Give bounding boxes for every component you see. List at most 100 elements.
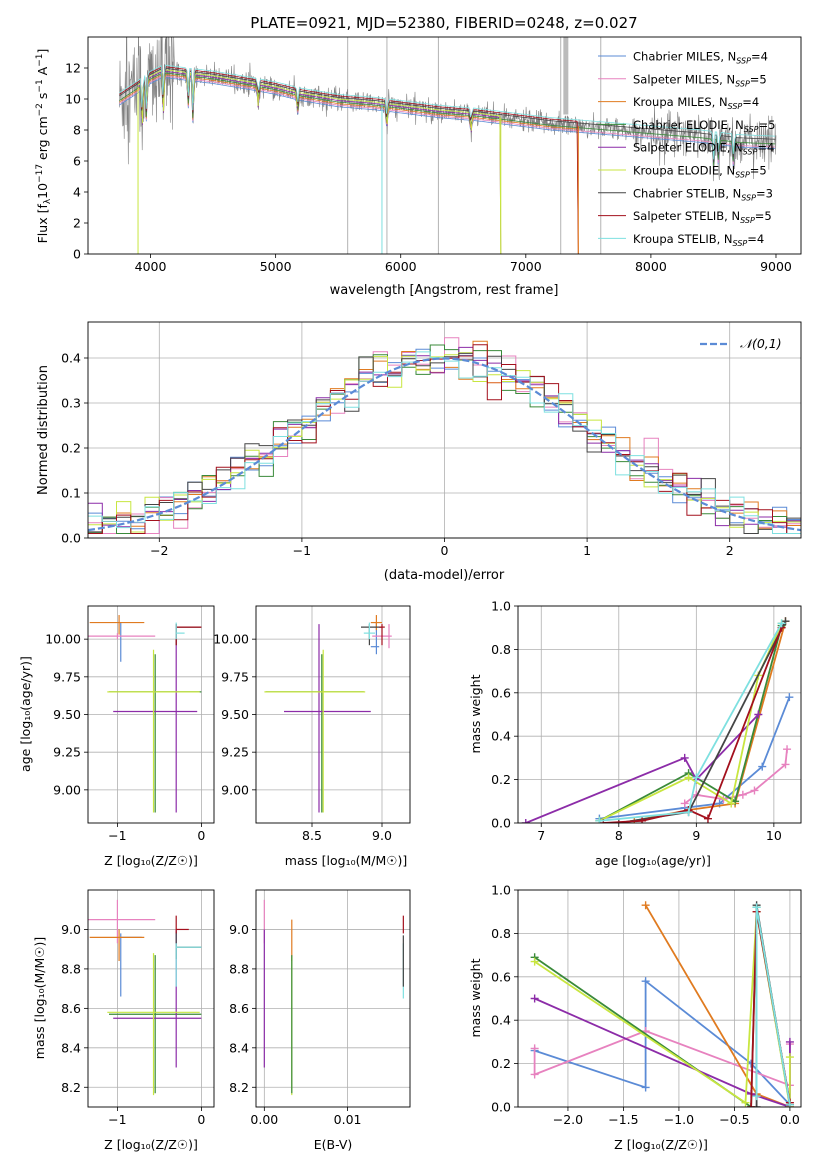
errorbar-point bbox=[89, 615, 145, 635]
errorbar-point bbox=[88, 899, 156, 944]
y-tick-label: 0.4 bbox=[61, 351, 81, 366]
errorbar-point bbox=[361, 624, 382, 646]
series-marker bbox=[680, 799, 689, 808]
y-tick-label: 8.4 bbox=[61, 1040, 81, 1055]
x-axis-label: mass [log₁₀(M/M☉)] bbox=[285, 853, 407, 868]
x-tick-label: 0.01 bbox=[334, 1112, 362, 1127]
x-tick-label: −1 bbox=[108, 1112, 126, 1127]
x-tick-label: −1.0 bbox=[664, 1112, 694, 1127]
series-marker bbox=[614, 819, 623, 823]
errorbar-point bbox=[175, 622, 185, 640]
line-series bbox=[752, 903, 794, 1107]
errorbar-point bbox=[88, 633, 156, 640]
y-tick-label: 0.0 bbox=[61, 531, 81, 546]
plot-area bbox=[530, 901, 794, 1107]
x-tick-label: 7000 bbox=[510, 259, 542, 274]
x-tick-label: 8 bbox=[615, 828, 623, 843]
series-marker bbox=[638, 816, 647, 823]
line-series bbox=[595, 693, 794, 823]
masked-region bbox=[563, 37, 569, 115]
y-tick-label: 8.6 bbox=[229, 1001, 249, 1016]
series-marker bbox=[752, 1103, 761, 1107]
errorbar-point bbox=[370, 615, 382, 631]
errorbar-point bbox=[265, 654, 364, 813]
y-tick-label: 0.2 bbox=[61, 441, 81, 456]
x-tick-label: 0.0 bbox=[780, 1112, 800, 1127]
errorbar-point bbox=[363, 622, 375, 640]
x-axis-label: Z [log₁₀(Z/Z☉)] bbox=[614, 1137, 708, 1152]
axes-frame bbox=[87, 605, 215, 824]
series-marker bbox=[752, 1092, 761, 1101]
y-axis-label: Normed distribution bbox=[36, 365, 51, 495]
histogram-series bbox=[88, 344, 801, 534]
legend-entry: Salpeter ELODIE, NSSP=4 bbox=[633, 141, 774, 157]
chart-4: 7 8 9 10 0.0 0.2 0.4 0.6 0.8 1.0 age [log₁₀(age/yr… bbox=[468, 599, 802, 868]
model-spectrum bbox=[119, 67, 776, 163]
y-tick-label: 10 bbox=[65, 92, 81, 107]
y-tick-label: 10.00 bbox=[45, 632, 81, 647]
y-tick-label: 0.8 bbox=[491, 642, 511, 657]
y-axis-label: mass weight bbox=[468, 958, 483, 1037]
errorbar-point bbox=[379, 624, 385, 646]
series-marker bbox=[680, 753, 689, 762]
y-tick-label: 0.8 bbox=[491, 926, 511, 941]
x-axis-label: E(B-V) bbox=[314, 1137, 353, 1152]
errorbar-point bbox=[175, 624, 202, 646]
plot-area bbox=[88, 615, 202, 813]
series-marker bbox=[530, 957, 539, 966]
x-tick-label: 0 bbox=[441, 543, 449, 558]
series-marker bbox=[684, 773, 693, 782]
series-marker bbox=[641, 977, 650, 986]
errorbar-point bbox=[113, 929, 202, 1068]
y-tick-label: 8.8 bbox=[229, 961, 249, 976]
y-tick-label: 8 bbox=[73, 123, 81, 138]
errorbar-point bbox=[284, 624, 371, 813]
plot-area bbox=[88, 337, 801, 534]
x-tick-label: 2 bbox=[726, 543, 734, 558]
y-tick-label: 9.25 bbox=[221, 745, 249, 760]
y-tick-label: 9.0 bbox=[61, 922, 81, 937]
y-tick-label: 0.3 bbox=[61, 396, 81, 411]
y-tick-label: 0.1 bbox=[61, 486, 81, 501]
x-tick-label: −1 bbox=[293, 543, 311, 558]
series-marker bbox=[750, 786, 759, 795]
x-tick-label: 9000 bbox=[760, 259, 792, 274]
series-marker bbox=[785, 693, 794, 702]
series-line bbox=[525, 713, 760, 823]
model-spectrum bbox=[119, 74, 579, 254]
model-spectrum bbox=[119, 72, 776, 168]
legend-entry: 𝒩(0,1) bbox=[740, 336, 782, 351]
y-tick-label: 12 bbox=[65, 61, 81, 76]
x-tick-label: −2.0 bbox=[553, 1112, 583, 1127]
errorbar-point bbox=[120, 933, 142, 997]
series-marker bbox=[641, 1083, 650, 1092]
y-tick-label: 9.75 bbox=[221, 669, 249, 684]
y-tick-label: 0.0 bbox=[491, 1100, 511, 1115]
errorbar-point bbox=[175, 915, 189, 934]
legend-entry: Chabrier MILES, NSSP=4 bbox=[633, 50, 768, 66]
series-marker bbox=[692, 773, 701, 782]
x-axis-label: Z [log₁₀(Z/Z☉)] bbox=[104, 853, 198, 868]
axes-frame bbox=[255, 605, 411, 824]
series-marker bbox=[641, 901, 650, 910]
chart-1: −2 −1 0 1 2 0.0 0.1 0.2 0.3 0.4 (data-model)/error… bbox=[36, 321, 802, 583]
x-tick-label: 7 bbox=[537, 828, 545, 843]
series-marker bbox=[785, 1037, 794, 1046]
legend-entry: Salpeter STELIB, NSSP=5 bbox=[633, 209, 772, 225]
y-tick-label: 9.50 bbox=[53, 707, 81, 722]
series-marker bbox=[530, 1044, 539, 1053]
x-axis-label: age [log₁₀(age/yr)] bbox=[595, 853, 711, 868]
chart-2: −1 0 9.00 9.25 9.50 9.75 10.00 Z [log₁₀(Z/Z☉)] a… bbox=[18, 605, 215, 868]
chart-6: 0.00 0.01 8.2 8.4 8.6 8.8 9.0 E(B-V) bbox=[229, 889, 411, 1152]
axes-frame bbox=[517, 889, 802, 1108]
y-tick-label: 8.2 bbox=[229, 1080, 249, 1095]
legend-entry: Chabrier ELODIE, NSSP=5 bbox=[633, 118, 775, 134]
model-spectrum bbox=[119, 75, 776, 171]
y-axis-label: age [log₁₀(age/yr)] bbox=[18, 656, 33, 772]
y-tick-label: 0.2 bbox=[491, 772, 511, 787]
errorbar-point bbox=[264, 649, 366, 813]
y-axis-label: mass weight bbox=[468, 674, 483, 753]
legend-entry: Chabrier STELIB, NSSP=3 bbox=[633, 186, 773, 202]
series-marker bbox=[530, 1070, 539, 1079]
